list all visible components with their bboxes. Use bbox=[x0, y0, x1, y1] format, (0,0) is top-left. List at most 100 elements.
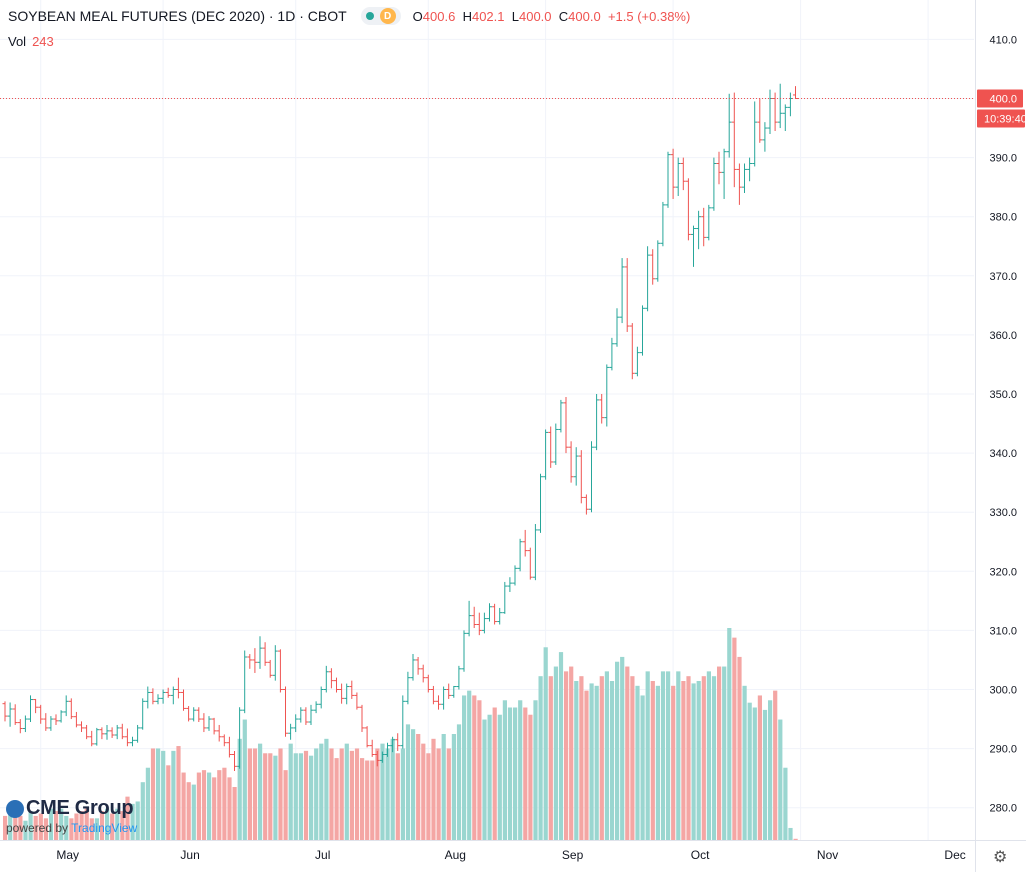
volume-bar bbox=[752, 707, 757, 840]
volume-bar bbox=[258, 743, 263, 840]
volume-bar bbox=[523, 707, 528, 840]
ohlc-bar bbox=[558, 399, 564, 433]
symbol-title[interactable]: SOYBEAN MEAL FUTURES (DEC 2020) · 1D · C… bbox=[8, 8, 347, 24]
ohlc-bar bbox=[130, 736, 135, 747]
volume-bar bbox=[273, 755, 278, 840]
volume-bar bbox=[487, 714, 492, 840]
volume-bar bbox=[349, 750, 354, 840]
volume-bar bbox=[207, 772, 212, 840]
volume-bar bbox=[150, 748, 156, 840]
volume-bar bbox=[564, 671, 569, 840]
ohlc-bar bbox=[548, 426, 554, 468]
delayed-badge: D bbox=[379, 8, 396, 24]
ohlc-bar bbox=[28, 695, 33, 723]
ohlc-bar bbox=[12, 704, 18, 725]
volume-bar bbox=[217, 770, 222, 840]
ohlc-bar bbox=[670, 148, 676, 199]
ohlc-bar bbox=[160, 689, 166, 704]
ohlc-bar bbox=[599, 394, 605, 424]
ohlc-bar bbox=[594, 394, 600, 451]
ohlc-bar bbox=[349, 680, 355, 699]
volume-bar bbox=[288, 743, 293, 840]
volume-bar bbox=[676, 671, 681, 840]
volume-bar bbox=[538, 676, 543, 840]
ohlc-bar bbox=[379, 751, 385, 763]
volume-bar bbox=[94, 818, 99, 840]
countdown-value: 10:39:40 bbox=[984, 114, 1026, 126]
ohlc-bar bbox=[186, 706, 192, 722]
month-tick-label: May bbox=[56, 848, 79, 862]
ohlc-bar bbox=[787, 92, 793, 117]
price-tick-label: 280.0 bbox=[989, 803, 1017, 815]
volume-bar bbox=[385, 748, 390, 840]
volume-bar bbox=[130, 803, 135, 840]
month-tick-label: Sep bbox=[562, 848, 584, 862]
ohlc-bar bbox=[507, 577, 513, 592]
settings-icon[interactable]: ⚙ bbox=[993, 849, 1008, 866]
volume-bar bbox=[145, 767, 150, 840]
ohlc-bar bbox=[114, 724, 120, 740]
globe-icon bbox=[6, 799, 24, 818]
ohlc-bar bbox=[339, 683, 345, 704]
ohlc-bar bbox=[410, 654, 416, 681]
status-pill[interactable]: D bbox=[360, 7, 401, 25]
ohlc-bar bbox=[400, 695, 406, 749]
ohlc-bar bbox=[675, 157, 681, 197]
volume-bar bbox=[660, 671, 666, 840]
volume-bar bbox=[640, 695, 645, 840]
volume-bar bbox=[732, 637, 737, 840]
volume-bar bbox=[64, 815, 69, 840]
ohlc-bar bbox=[17, 719, 23, 734]
volume-bar bbox=[681, 681, 686, 840]
ohlc-bar bbox=[446, 683, 452, 699]
ohlc-bar bbox=[517, 538, 523, 572]
ohlc-bar bbox=[527, 547, 533, 580]
volume-bar bbox=[757, 695, 762, 840]
last-price-value: 400.0 bbox=[989, 94, 1017, 106]
volume-bar bbox=[722, 666, 727, 840]
volume-bar bbox=[181, 772, 186, 840]
ohlc-bar bbox=[747, 157, 753, 182]
ohlc-bar bbox=[313, 701, 319, 714]
volume-bar bbox=[446, 748, 451, 840]
volume-bar bbox=[79, 811, 84, 840]
volume-bar bbox=[615, 661, 620, 840]
volume-bar bbox=[594, 685, 599, 840]
volume-bar bbox=[232, 787, 237, 840]
volume-bars bbox=[3, 628, 798, 840]
ohlc-bar bbox=[58, 710, 64, 723]
price-tick-label: 330.0 bbox=[989, 507, 1017, 519]
volume-bar bbox=[472, 695, 477, 840]
ohlc-bar bbox=[767, 89, 773, 134]
ohlc-bar bbox=[252, 648, 258, 673]
ohlc-bar bbox=[318, 686, 324, 709]
ohlc-bar bbox=[650, 249, 656, 285]
ohlc-bar bbox=[191, 707, 197, 722]
volume-bar bbox=[502, 700, 507, 840]
volume-bar bbox=[528, 714, 533, 840]
volume-bar bbox=[543, 647, 548, 840]
cme-logo[interactable]: CME Group powered by TradingView bbox=[6, 797, 137, 835]
volume-bar bbox=[54, 811, 59, 840]
ohlc-bar bbox=[619, 258, 625, 324]
volume-bar bbox=[166, 765, 171, 840]
ohlc-bar bbox=[354, 692, 360, 710]
volume-bar bbox=[140, 782, 145, 840]
ohlc-bar bbox=[48, 716, 54, 731]
ohlc-bar bbox=[73, 711, 79, 728]
volume-bar bbox=[344, 743, 349, 840]
volume-bar bbox=[278, 748, 283, 840]
price-tick-label: 410.0 bbox=[989, 34, 1017, 46]
price-tick-label: 370.0 bbox=[989, 271, 1017, 283]
volume-bar bbox=[105, 808, 110, 840]
low-value: 400.0 bbox=[518, 8, 552, 24]
ohlc-bar bbox=[456, 665, 462, 690]
volume-bar bbox=[569, 666, 574, 840]
volume-bar bbox=[553, 666, 558, 840]
ohlc-bar bbox=[395, 733, 401, 751]
volume-bar bbox=[492, 707, 497, 840]
ohlc-bar bbox=[726, 93, 732, 158]
ohlc-bar bbox=[22, 715, 28, 733]
ohlc-bar bbox=[522, 529, 528, 557]
